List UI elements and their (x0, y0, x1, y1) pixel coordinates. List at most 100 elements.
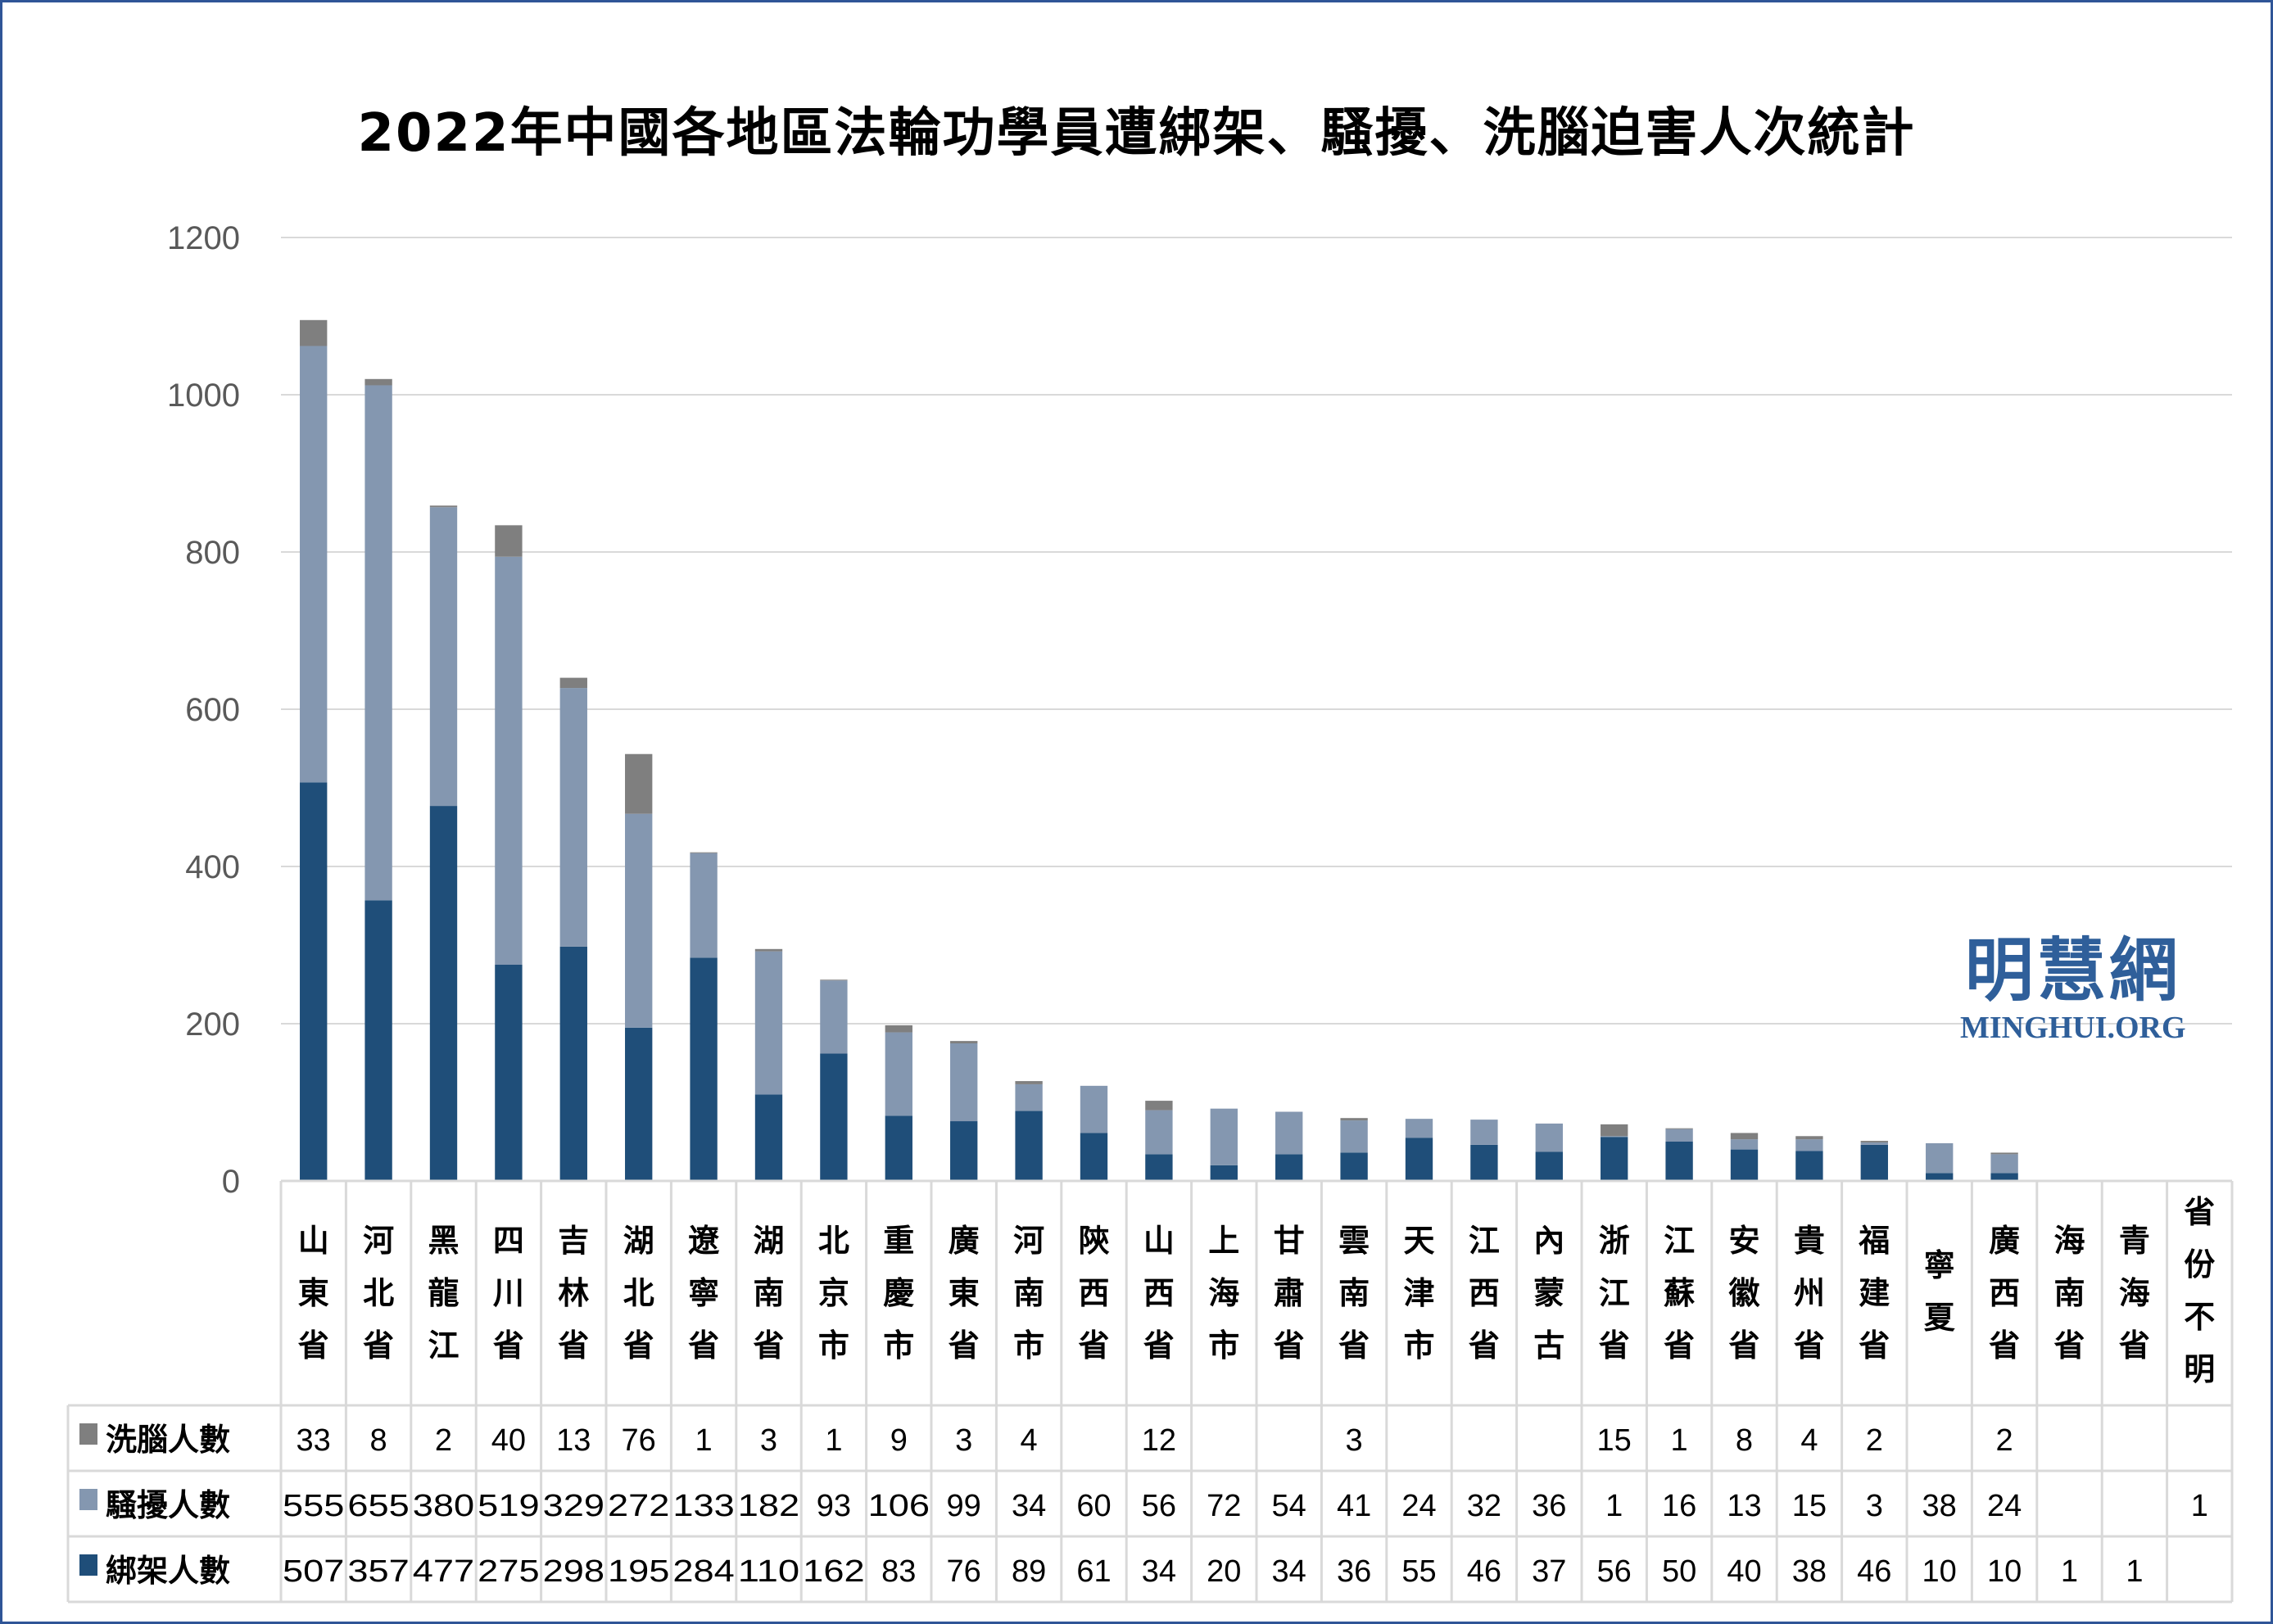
bar-洗腦人數 (364, 378, 392, 386)
bar-騷擾人數 (364, 385, 392, 901)
bar-騷擾人數 (559, 688, 587, 947)
category-label: 內蒙古 (1533, 1223, 1564, 1364)
data-table-cell: 56 (1597, 1554, 1632, 1589)
bar-洗腦人數 (1340, 1118, 1368, 1121)
data-table-cell: 99 (947, 1489, 981, 1523)
bar-騷擾人數 (1730, 1139, 1759, 1150)
data-table-cell: 507 (283, 1554, 344, 1589)
data-table-cell: 1 (2061, 1554, 2078, 1589)
data-table-cell: 195 (608, 1554, 669, 1589)
data-table-cell: 55 (1401, 1554, 1436, 1589)
category-label: 河南市 (1013, 1223, 1044, 1364)
data-table-cell: 12 (1142, 1423, 1176, 1458)
bar-綁架人數 (559, 946, 587, 1181)
data-table-cell: 56 (1142, 1489, 1176, 1523)
category-label: 陝西省 (1078, 1223, 1109, 1364)
data-table-cell: 38 (1922, 1489, 1957, 1523)
bar-綁架人數 (1926, 1173, 1954, 1181)
data-table-cell: 162 (803, 1554, 864, 1589)
bar-洗腦人數 (885, 1025, 912, 1033)
bar-綁架人數 (1275, 1154, 1303, 1181)
data-table-cell: 182 (738, 1489, 799, 1523)
bar-洗腦人數 (1730, 1133, 1759, 1140)
category-label: 省份不明 (2184, 1194, 2215, 1387)
legend-label: 綁架人數 (106, 1553, 230, 1589)
bar-洗腦人數 (300, 319, 328, 346)
bar-綁架人數 (950, 1121, 978, 1181)
bar-洗腦人數 (754, 948, 783, 952)
legend-label: 騷擾人數 (106, 1487, 230, 1523)
data-table-cell: 655 (347, 1489, 409, 1523)
legend-swatch (79, 1489, 97, 1510)
data-table-cell: 76 (622, 1423, 656, 1458)
category-label: 山西省 (1143, 1223, 1175, 1364)
data-table-cell: 32 (1467, 1489, 1501, 1523)
bar-騷擾人數 (1080, 1085, 1108, 1133)
bar-綁架人數 (1145, 1154, 1173, 1181)
bar-綁架人數 (820, 1053, 848, 1181)
category-label: 福建省 (1858, 1223, 1890, 1364)
y-tick-label: 1200 (167, 220, 240, 256)
category-label: 雲南省 (1338, 1223, 1370, 1364)
data-table-cell: 15 (1597, 1423, 1632, 1458)
bar-騷擾人數 (625, 813, 653, 1028)
data-table-cell: 41 (1337, 1489, 1371, 1523)
data-table-cell: 50 (1662, 1554, 1696, 1589)
data-table-cell: 1 (2126, 1554, 2143, 1589)
bar-洗腦人數 (429, 505, 458, 508)
bar-綁架人數 (690, 957, 718, 1181)
category-label: 北京市 (818, 1223, 849, 1364)
data-table-cell: 1 (695, 1423, 713, 1458)
bar-綁架人數 (885, 1115, 912, 1181)
bar-騷擾人數 (1665, 1129, 1693, 1142)
data-table-cell: 477 (413, 1554, 474, 1589)
category-label: 湖北省 (623, 1223, 654, 1364)
bar-綁架人數 (1730, 1149, 1759, 1181)
category-label: 四川省 (493, 1223, 524, 1364)
data-table-cell: 60 (1076, 1489, 1111, 1523)
data-table-cell: 33 (297, 1423, 331, 1458)
data-table-cell: 10 (1922, 1554, 1957, 1589)
data-table-cell: 13 (556, 1423, 591, 1458)
data-table-cell: 76 (947, 1554, 981, 1589)
data-table-cell: 4 (1021, 1423, 1038, 1458)
data-table-cell: 37 (1532, 1554, 1566, 1589)
data-table-cell: 329 (543, 1489, 604, 1523)
bar-騷擾人數 (300, 346, 328, 783)
bar-綁架人數 (300, 782, 328, 1181)
data-table-cell: 46 (1857, 1554, 1891, 1589)
data-table-cell: 36 (1532, 1489, 1566, 1523)
data-table-cell: 93 (817, 1489, 851, 1523)
bar-綁架人數 (429, 806, 458, 1181)
category-label: 浙江省 (1599, 1223, 1630, 1364)
category-label: 重慶市 (883, 1223, 914, 1364)
data-table-cell: 133 (672, 1489, 734, 1523)
data-table-cell: 83 (881, 1554, 916, 1589)
y-tick-label: 800 (185, 535, 240, 571)
category-label: 江西省 (1469, 1223, 1500, 1364)
data-table-cell: 24 (1987, 1489, 2022, 1523)
data-table-cell: 46 (1467, 1554, 1501, 1589)
bar-綁架人數 (1860, 1144, 1888, 1181)
bar-騷擾人數 (885, 1032, 912, 1116)
bar-洗腦人數 (950, 1041, 978, 1043)
bar-騷擾人數 (495, 556, 523, 965)
bar-騷擾人數 (1405, 1119, 1433, 1138)
data-table-cell: 36 (1337, 1554, 1371, 1589)
category-label: 貴州省 (1794, 1223, 1825, 1364)
bar-洗腦人數 (1601, 1124, 1628, 1137)
category-label: 青海省 (2119, 1223, 2150, 1364)
category-label: 安徽省 (1727, 1223, 1760, 1364)
data-table-cell: 1 (1605, 1489, 1623, 1523)
bar-騷擾人數 (429, 507, 458, 807)
data-table-cell: 61 (1076, 1554, 1111, 1589)
bar-洗腦人數 (820, 979, 848, 981)
data-table-cell: 34 (1012, 1489, 1046, 1523)
data-table-cell: 380 (413, 1489, 474, 1523)
bar-綁架人數 (625, 1027, 653, 1181)
category-label: 湖南省 (753, 1223, 784, 1364)
data-table-cell: 9 (890, 1423, 908, 1458)
bar-綁架人數 (495, 965, 523, 1181)
